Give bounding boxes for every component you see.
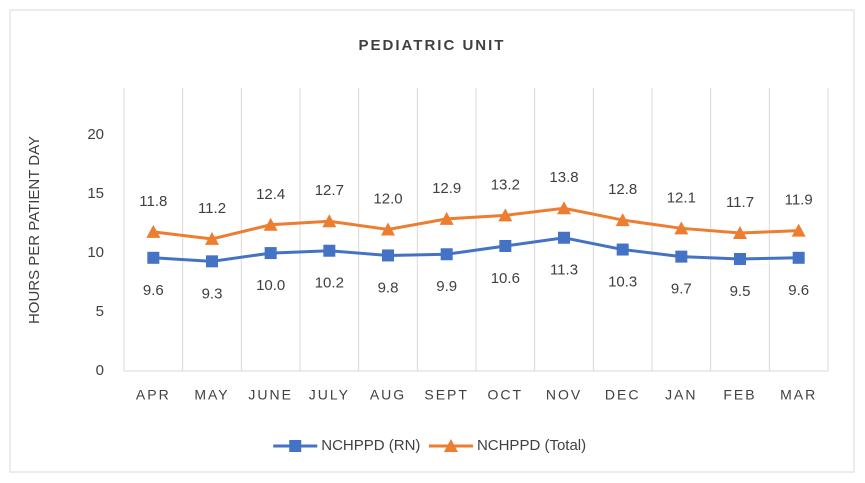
data-label: 12.8 xyxy=(608,181,637,198)
data-label: 11.3 xyxy=(550,262,578,279)
y-tick-label: 5 xyxy=(96,303,104,320)
data-label: 9.9 xyxy=(436,278,457,295)
data-point xyxy=(675,250,688,263)
data-point xyxy=(382,249,394,262)
legend-marker xyxy=(443,439,458,452)
data-label: 9.6 xyxy=(788,282,809,299)
y-tick-label: 10 xyxy=(87,244,104,261)
legend-label: NCHPPD (RN) xyxy=(321,437,420,454)
data-label: 12.9 xyxy=(432,180,461,197)
data-point xyxy=(557,201,571,215)
x-tick-label: JUNE xyxy=(248,387,293,403)
data-label: 10.0 xyxy=(256,277,285,294)
data-point xyxy=(205,231,219,245)
data-point xyxy=(616,243,629,256)
data-point xyxy=(558,231,570,244)
data-label: 13.8 xyxy=(549,169,578,186)
x-tick-label: DEC xyxy=(605,387,641,403)
data-point xyxy=(381,222,395,236)
x-tick-label: SEPT xyxy=(424,387,469,403)
y-tick-label: 20 xyxy=(87,126,104,143)
series-line xyxy=(153,206,799,241)
data-label: 12.4 xyxy=(256,186,285,203)
data-point xyxy=(439,211,454,225)
x-tick-label: OCT xyxy=(488,387,524,403)
x-tick-label: NOV xyxy=(546,387,582,403)
data-label: 9.3 xyxy=(202,285,223,302)
data-point xyxy=(498,208,513,222)
data-point xyxy=(206,255,218,268)
data-point xyxy=(147,251,160,264)
chart-border xyxy=(9,9,855,473)
data-point xyxy=(615,213,630,227)
data-point xyxy=(792,251,805,264)
series-line xyxy=(153,236,799,263)
data-point xyxy=(440,248,453,261)
y-tick-label: 15 xyxy=(87,185,104,202)
x-tick-label: APR xyxy=(136,387,171,403)
data-label: 10.2 xyxy=(315,275,344,292)
y-tick-label: 0 xyxy=(96,362,104,379)
data-point xyxy=(323,244,336,257)
data-point xyxy=(263,217,278,231)
data-point xyxy=(146,224,161,238)
legend-label: NCHPPD (Total) xyxy=(477,437,586,454)
chart-title: PEDIATRIC UNIT xyxy=(359,37,506,54)
data-label: 11.2 xyxy=(198,200,226,217)
data-label: 9.5 xyxy=(730,283,751,300)
data-point xyxy=(499,240,512,253)
data-point xyxy=(733,226,747,240)
data-label: 11.9 xyxy=(785,192,813,209)
data-point xyxy=(674,221,689,235)
data-label: 9.8 xyxy=(378,279,399,296)
data-point xyxy=(791,223,806,237)
data-label: 12.1 xyxy=(667,189,696,206)
x-tick-label: FEB xyxy=(723,387,756,403)
data-label: 9.7 xyxy=(671,281,692,298)
data-point xyxy=(264,247,277,260)
data-label: 9.6 xyxy=(143,282,164,299)
data-label: 10.6 xyxy=(491,270,520,287)
x-tick-label: MAY xyxy=(194,387,229,403)
data-label: 11.8 xyxy=(139,193,167,210)
y-axis-label: HOURS PER PATIENT DAY xyxy=(26,136,43,324)
data-label: 12.0 xyxy=(373,190,402,207)
data-label: 11.7 xyxy=(726,194,754,211)
data-label: 12.7 xyxy=(315,182,344,199)
legend-marker xyxy=(289,440,302,452)
data-point xyxy=(734,252,746,265)
x-tick-label: MAR xyxy=(780,387,817,403)
data-label: 10.3 xyxy=(608,274,637,291)
x-tick-label: JULY xyxy=(309,387,350,403)
data-point xyxy=(322,214,337,228)
x-tick-label: JAN xyxy=(665,387,697,403)
data-label: 13.2 xyxy=(491,176,520,193)
x-tick-label: AUG xyxy=(370,387,406,403)
